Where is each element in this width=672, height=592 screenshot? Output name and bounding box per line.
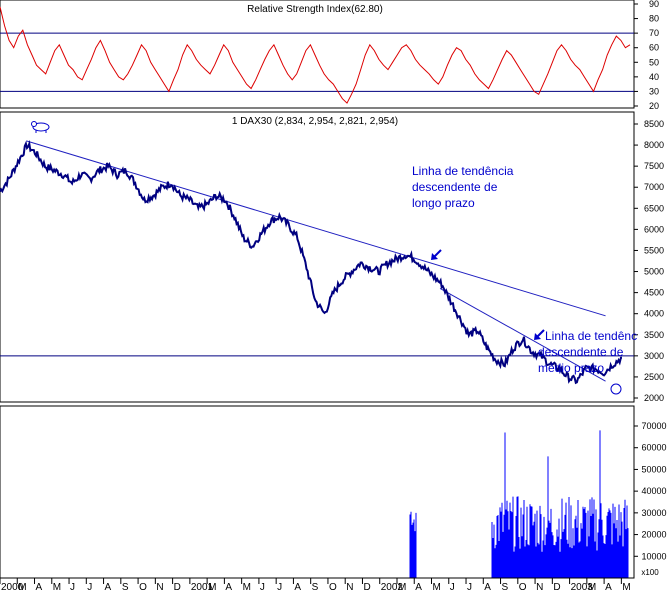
mid-term-trendline [439,287,606,382]
volume-panel: 10000 20000 30000 40000 50000 60000 70000 x100 [0,405,667,579]
annotation-line: médio prazo [538,361,604,375]
volume-tick-label: 50000 [641,464,666,474]
volume-tick-label: 70000 [641,421,666,431]
price-tick-label: 3500 [644,330,664,340]
volume-tick-label: 30000 [641,508,666,518]
rsi-series-line [0,6,631,104]
x-tick-label: M [433,582,441,592]
price-tick-label: 8000 [644,140,664,150]
volume-bars [409,430,629,578]
annotation-line: longo prazo [412,196,475,210]
price-tick-label: 3000 [644,351,664,361]
x-tick-label: 2002 [381,582,404,592]
rsi-tick-label: 70 [649,28,659,38]
x-tick-label: J [260,582,265,592]
price-y-axis: 2000 2500 3000 3500 4000 4500 5000 5500 6000 6500… [634,119,664,403]
x-tick-label: A [484,582,491,592]
x-tick-label: A [294,582,301,592]
price-frame [0,111,635,403]
x-tick-label: N [156,582,163,592]
price-tick-label: 5000 [644,267,664,277]
x-tick-label: A [105,582,112,592]
x-tick-label: M [398,582,406,592]
rsi-title: Relative Strength Index(62.80) [247,4,383,15]
long-term-annotation: Linha de tendência descendente de longo … [412,164,514,210]
x-tick-label: D [174,582,181,592]
volume-unit-label: x100 [641,568,659,577]
rsi-panel: Relative Strength Index(62.80) 20 30 40 50 6… [0,0,659,111]
bull-icon [31,121,50,133]
rsi-y-axis: 20 30 40 50 60 70 80 90 [634,0,659,111]
x-tick-label: M [53,582,61,592]
price-tick-label: 4000 [644,309,664,319]
x-tick-label: S [312,582,319,592]
x-tick-label: M [18,582,26,592]
price-tick-label: 2000 [644,393,664,403]
annotation-line: descendente de [412,180,498,194]
volume-tick-label: 10000 [641,551,666,561]
x-tick-label: D [363,582,370,592]
volume-tick-label: 60000 [641,443,666,453]
x-tick-label: M [243,582,251,592]
x-tick-label: D [553,582,560,592]
x-tick-label: N [536,582,543,592]
x-tick-label: A [605,582,612,592]
arrow-icon [431,249,442,260]
x-tick-label: O [329,582,337,592]
x-tick-label: A [225,582,232,592]
price-tick-label: 6000 [644,224,664,234]
mid-term-annotation: Linha de tendênc descendente de médio pr… [538,329,637,375]
rsi-tick-label: 30 [649,86,659,96]
rsi-tick-label: 50 [649,57,659,67]
rsi-tick-label: 80 [649,14,659,24]
x-tick-label: 2001 [191,582,214,592]
x-tick-label: A [36,582,43,592]
x-tick-label: J [450,582,455,592]
arrow-icon [534,329,545,340]
price-tick-label: 5500 [644,245,664,255]
dax-price-line [0,139,622,385]
x-tick-label: J [467,582,472,592]
annotation-line: Linha de tendência [412,164,514,178]
price-panel: 1 DAX30 (2,834, 2,954, 2,821, 2,954) 200… [0,111,664,403]
x-tick-label: M [208,582,216,592]
x-tick-label: O [519,582,527,592]
x-tick-label: J [277,582,282,592]
x-tick-label: O [139,582,147,592]
price-tick-label: 6500 [644,203,664,213]
x-tick-label: J [87,582,92,592]
rsi-tick-label: 60 [649,43,659,53]
price-tick-label: 8500 [644,119,664,129]
annotation-line: descendente de [538,345,624,359]
price-tick-label: 4500 [644,288,664,298]
x-tick-label: 2000 [1,582,24,592]
x-tick-label: N [346,582,353,592]
volume-tick-label: 20000 [641,530,666,540]
x-tick-label: A [415,582,422,592]
price-title: 1 DAX30 (2,834, 2,954, 2,821, 2,954) [232,116,398,127]
x-tick-label: S [122,582,129,592]
price-tick-label: 2500 [644,372,664,382]
x-tick-label: S [502,582,509,592]
x-tick-label: 2003 [571,582,594,592]
rsi-tick-label: 40 [649,72,659,82]
x-tick-label: J [70,582,75,592]
rsi-tick-label: 90 [649,0,659,9]
volume-tick-label: 40000 [641,486,666,496]
x-tick-label: M [622,582,630,592]
rsi-tick-label: 20 [649,101,659,111]
circle-marker-icon [610,383,622,395]
x-tick-label: M [588,582,596,592]
annotation-line: Linha de tendênc [545,329,637,343]
volume-y-axis: 10000 20000 30000 40000 50000 60000 70000 [634,421,667,561]
rsi-frame [0,0,635,109]
price-tick-label: 7000 [644,182,664,192]
price-tick-label: 7500 [644,161,664,171]
